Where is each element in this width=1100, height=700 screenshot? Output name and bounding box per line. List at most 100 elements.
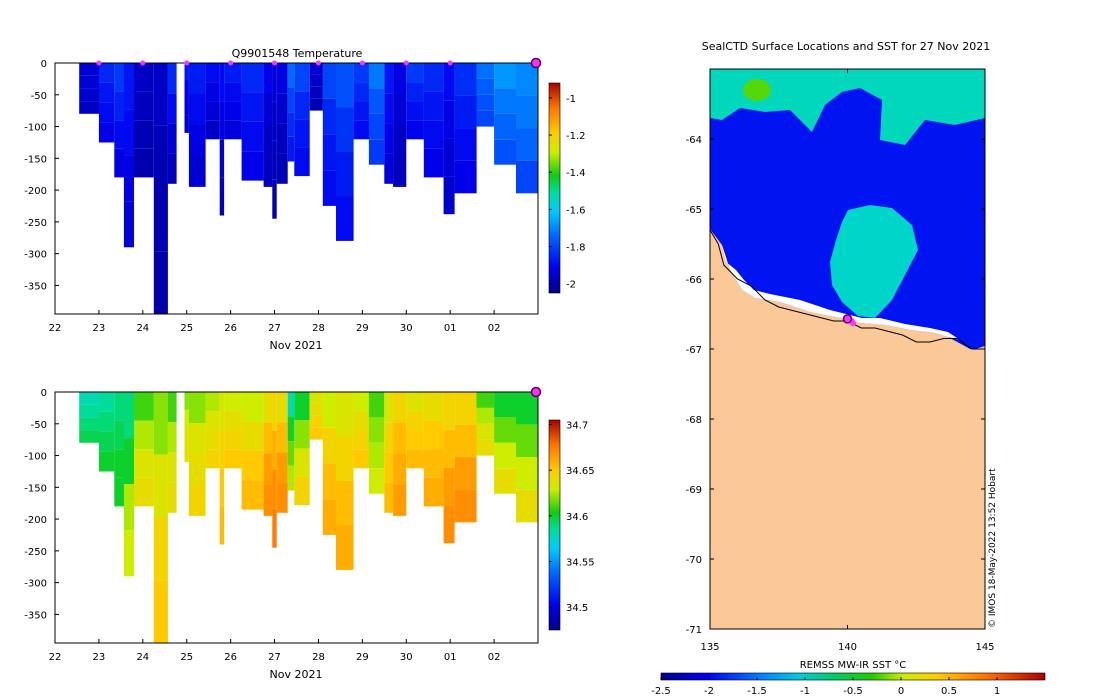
salinity-cell — [241, 392, 264, 422]
temperature-cell — [476, 110, 495, 127]
temperature-cell — [123, 201, 134, 248]
salinity-colorbar-ticks: 34.7 34.65 34.6 34.55 34.5 — [549, 421, 595, 614]
salinity-cell — [219, 506, 225, 545]
temperature-cell — [309, 63, 323, 75]
salinity-panel: 0-50-100-150-200-250-300-350 22 23 24 25 26 2… — [24, 386, 542, 681]
salinity-cell — [272, 469, 277, 509]
salinity-cell — [276, 452, 288, 483]
salinity-cell — [188, 392, 206, 423]
sst-colorbar-tick-label: -0.5 — [843, 686, 863, 697]
temperature-cell — [184, 115, 189, 133]
temperature-cell — [406, 101, 424, 121]
salinity-cell — [336, 525, 354, 570]
imos-watermark: © IMOS 18-May-2022 13:52 Hobart — [988, 468, 998, 628]
temperature-cell — [153, 251, 168, 315]
salinity-cell — [114, 392, 124, 421]
x-tick-label: 25 — [180, 323, 193, 334]
x-tick-label: 02 — [488, 652, 501, 663]
salinity-cell — [123, 392, 134, 439]
temperature-cell — [294, 119, 310, 148]
profile-marker — [272, 60, 278, 66]
temperature-cell — [153, 125, 168, 189]
salinity-cell — [241, 421, 264, 451]
salinity-cell — [393, 392, 407, 423]
temperature-cell — [336, 107, 354, 152]
temperature-x-ticks: 22 23 24 25 26 27 28 29 30 01 02 — [49, 310, 500, 334]
salinity-cell — [287, 465, 295, 491]
temperature-cell — [384, 63, 394, 94]
temperature-cell — [336, 63, 354, 108]
colorbar-tick-label: -1.4 — [566, 168, 586, 179]
lon-tick-label: 140 — [838, 642, 857, 653]
temperature-cell — [443, 63, 455, 101]
salinity-cell — [368, 392, 385, 418]
x-tick-label: 30 — [400, 652, 413, 663]
salinity-cell — [454, 424, 477, 458]
salinity-cell — [224, 430, 242, 450]
temperature-cell — [454, 160, 477, 194]
salinity-cell — [353, 411, 369, 431]
temperature-cell — [476, 63, 495, 79]
temperature-cell — [322, 63, 336, 99]
salinity-cell — [336, 436, 354, 481]
temperature-cell — [368, 63, 385, 89]
temperature-cell — [184, 97, 189, 116]
salinity-cell — [205, 411, 220, 431]
x-tick-label: 28 — [312, 323, 325, 334]
temperature-cell — [167, 123, 177, 154]
salinity-cell — [423, 449, 444, 478]
salinity-cell — [423, 420, 444, 450]
salinity-cell — [241, 450, 264, 481]
x-tick-label: 29 — [356, 323, 369, 334]
salinity-cell — [406, 449, 424, 469]
salinity-cell — [368, 468, 385, 494]
colorbar-tick-label: 34.55 — [566, 558, 595, 569]
seal-position-marker — [850, 320, 856, 327]
y-tick-label: 0 — [41, 59, 47, 70]
temperature-cell — [368, 139, 385, 165]
sst-map-x-ticks: 135 140 145 — [700, 69, 995, 653]
temperature-cell — [188, 155, 206, 187]
salinity-cell — [188, 484, 206, 516]
lon-tick-label: 145 — [975, 642, 994, 653]
colorbar-tick-label: -1 — [566, 94, 576, 105]
salinity-cell — [393, 423, 407, 454]
salinity-cell — [219, 468, 225, 507]
temperature-cell — [188, 94, 206, 125]
salinity-cell — [272, 392, 277, 431]
sst-map-content — [710, 69, 985, 629]
salinity-cell — [443, 392, 455, 430]
temperature-cell — [384, 153, 394, 184]
salinity-cell — [423, 477, 444, 507]
sst-colorbar-label: REMSS MW-IR SST °C — [800, 660, 907, 671]
salinity-cell — [114, 420, 124, 450]
salinity-cell — [184, 392, 189, 410]
sst-colorbar: REMSS MW-IR SST °C -2.5 -2 -1.5 -1 -0.5 0 0.5 1 — [651, 660, 1046, 697]
temperature-cell — [393, 63, 407, 94]
salinity-cell — [184, 444, 189, 462]
salinity-cell — [134, 449, 154, 478]
salinity-y-ticks: 0 -50 -100 -150 -200 -250 -300 -350 — [24, 388, 59, 621]
salinity-cell — [276, 422, 288, 453]
salinity-cell — [309, 427, 323, 440]
temperature-cell — [114, 91, 124, 121]
lat-tick-label: -68 — [686, 415, 702, 426]
salinity-cell — [167, 452, 177, 483]
profile-marker — [359, 60, 365, 66]
temperature-cell — [205, 82, 220, 102]
sst-colorbar-tick-label: -1 — [800, 686, 810, 697]
x-tick-label: 28 — [312, 652, 325, 663]
sst-colorbar-ticks: -2.5 -2 -1.5 -1 -0.5 0 0.5 1 — [651, 677, 1000, 697]
salinity-cell — [494, 417, 517, 443]
y-tick-label: -150 — [24, 483, 47, 494]
y-tick-label: -100 — [24, 452, 47, 463]
temperature-cell — [322, 170, 336, 206]
salinity-cell — [241, 480, 264, 510]
salinity-cell — [114, 449, 124, 478]
salinity-cell — [98, 431, 115, 452]
temperature-cell — [516, 63, 538, 96]
y-tick-label: -150 — [24, 154, 47, 165]
temperature-cell — [294, 91, 310, 120]
temperature-cell — [443, 100, 455, 139]
temperature-cell — [322, 98, 336, 135]
